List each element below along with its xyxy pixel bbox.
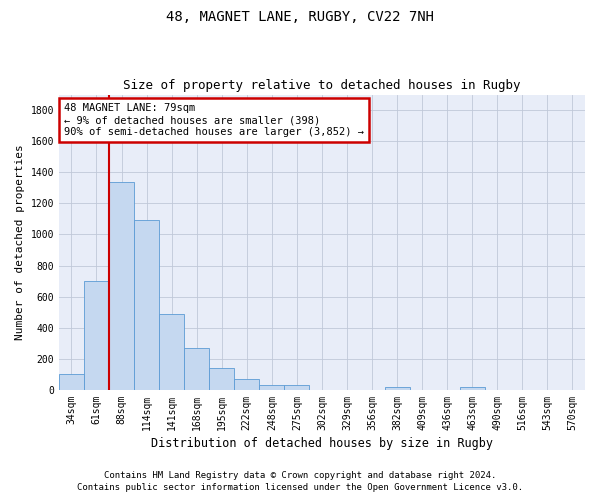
X-axis label: Distribution of detached houses by size in Rugby: Distribution of detached houses by size … <box>151 437 493 450</box>
Bar <box>84 281 109 390</box>
Bar <box>209 368 234 390</box>
Bar <box>59 374 84 390</box>
Bar <box>159 314 184 390</box>
Bar <box>284 384 310 390</box>
Text: 48, MAGNET LANE, RUGBY, CV22 7NH: 48, MAGNET LANE, RUGBY, CV22 7NH <box>166 10 434 24</box>
Text: 48 MAGNET LANE: 79sqm
← 9% of detached houses are smaller (398)
90% of semi-deta: 48 MAGNET LANE: 79sqm ← 9% of detached h… <box>64 104 364 136</box>
Bar <box>385 387 410 390</box>
Y-axis label: Number of detached properties: Number of detached properties <box>15 144 25 340</box>
Bar <box>184 348 209 390</box>
Title: Size of property relative to detached houses in Rugby: Size of property relative to detached ho… <box>123 79 521 92</box>
Bar <box>109 182 134 390</box>
Bar <box>460 387 485 390</box>
Text: Contains HM Land Registry data © Crown copyright and database right 2024.
Contai: Contains HM Land Registry data © Crown c… <box>77 471 523 492</box>
Bar <box>259 384 284 390</box>
Bar <box>234 379 259 390</box>
Bar <box>134 220 159 390</box>
